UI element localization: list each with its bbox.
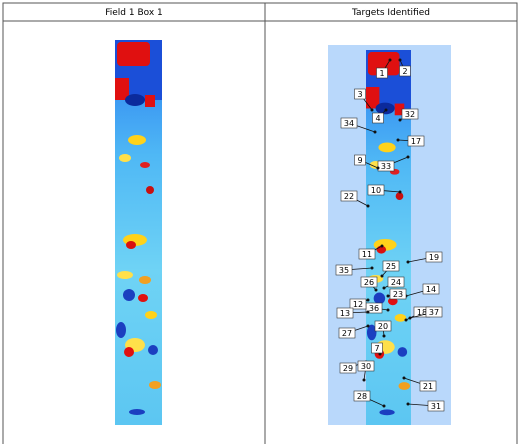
target-label: 35 [339,266,349,275]
target-label: 32 [405,110,415,119]
target-label: 7 [374,344,379,353]
target-label: 28 [357,392,367,401]
target-label: 20 [378,322,388,331]
leader-dot [367,205,370,208]
leader-dot [367,325,370,328]
target-label: 3 [357,90,362,99]
leader-dot [383,405,386,408]
heatmap-image [115,40,162,425]
target-label: 10 [371,186,381,195]
target-label: 29 [343,364,353,373]
leader-dot [407,261,410,264]
target-label: 22 [344,192,354,201]
target-label: 25 [386,262,396,271]
leader-dot [367,299,370,302]
target-label: 34 [344,119,354,128]
target-label: 17 [411,137,421,146]
leader-dot [407,403,410,406]
leader-dot [374,131,377,134]
leader-dot [397,139,400,142]
page: Field 1 Box 1 Targets Identified 1234323… [0,0,520,444]
leader-dot [409,317,412,320]
leader-dot [389,59,392,62]
leader-dot [399,191,402,194]
leader-dot [363,379,366,382]
target-label: 26 [364,278,374,287]
target-label: 14 [426,285,436,294]
leader-dot [377,167,380,170]
leader-dot [399,119,402,122]
leader-dot [387,295,390,298]
target-label: 12 [353,300,363,309]
target-label: 11 [362,250,372,259]
leader-dot [371,267,374,270]
target-label: 13 [340,309,350,318]
target-label: 33 [381,162,391,171]
leader-dot [367,311,370,314]
leader-dot [387,309,390,312]
header-cell: Field 1 Box 1 [105,8,163,18]
target-label: 23 [393,290,403,299]
target-label: 21 [423,382,433,391]
target-label: 2 [402,67,407,76]
leader-dot [381,275,384,278]
leader-dot [385,109,388,112]
leader-dot [371,109,374,112]
target-label: 37 [429,308,439,317]
leader-dot [375,289,378,292]
leader-dot [407,156,410,159]
target-label: 30 [361,362,371,371]
target-label: 4 [375,114,380,123]
target-label: 31 [431,402,441,411]
target-label: 1 [379,69,384,78]
target-label: 27 [342,329,352,338]
target-label: 9 [357,156,362,165]
target-label: 24 [391,278,401,287]
header-cell: Targets Identified [351,8,430,18]
leader-dot [383,287,386,290]
target-label: 19 [429,253,439,262]
leader-dot [381,245,384,248]
leader-dot [383,335,386,338]
leader-dot [405,319,408,322]
leader-dot [399,59,402,62]
target-label: 36 [369,304,379,313]
leader-dot [403,377,406,380]
